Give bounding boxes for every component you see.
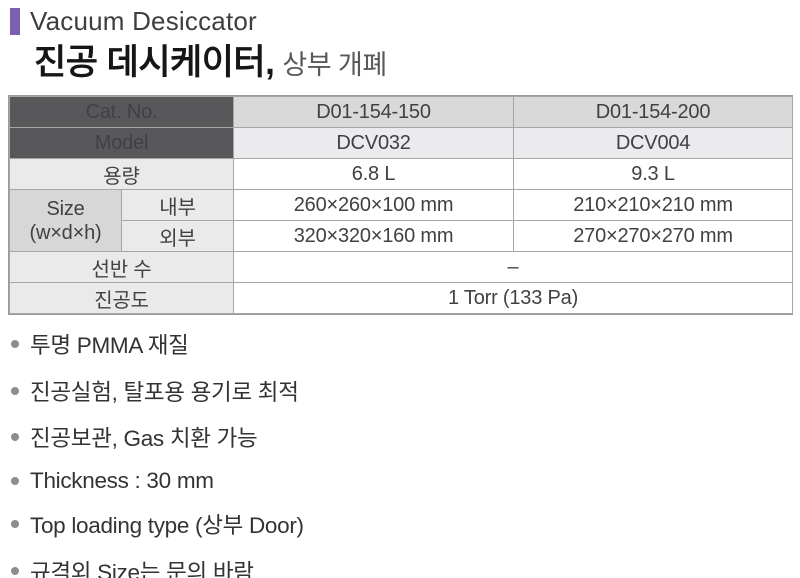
bullet-icon: [11, 340, 19, 348]
vacuum-degree-value: 1 Torr (133 Pa): [233, 282, 794, 314]
list-item: 진공실험, 탈포용 용기로 최적: [11, 375, 793, 407]
list-item: 진공보관, Gas 치환 가능: [11, 421, 793, 453]
table-row-size-outer: 외부 320×320×160 mm 270×270×270 mm: [10, 220, 794, 252]
feature-text: Top loading type (상부 Door): [30, 513, 304, 538]
capacity-value-2: 9.3 L: [513, 158, 794, 190]
feature-text: 투명 PMMA 재질: [30, 333, 189, 358]
size-outer-label-cell: 외부: [120, 220, 235, 252]
bullet-icon: [11, 520, 19, 528]
bullet-icon: [11, 386, 19, 395]
feature-list: 투명 PMMA 재질 진공실험, 탈포용 용기로 최적 진공보관, Gas 치환…: [8, 328, 793, 578]
feature-text: 규격외 Size는 문의 바람: [30, 559, 254, 578]
feature-text: 진공보관, Gas 치환 가능: [30, 426, 258, 451]
size-outer-value-1: 320×320×160 mm: [233, 220, 515, 252]
list-item: 투명 PMMA 재질: [11, 328, 793, 360]
table-row-vacuum-degree: 진공도 1 Torr (133 Pa): [8, 282, 794, 314]
accent-bar-icon: [10, 8, 20, 35]
page-title-en: Vacuum Desiccator: [30, 6, 257, 36]
size-inner-label-cell: 내부: [120, 189, 235, 221]
table-row-shelf-count: 선반 수 –: [8, 251, 794, 283]
bullet-icon: [11, 476, 19, 485]
list-item: Thickness : 30 mm: [11, 468, 793, 494]
header-korean: 진공 데시케이터, 상부 개폐: [34, 45, 793, 80]
bullet-icon: [11, 566, 19, 575]
size-label-line2: (w×d×h): [29, 221, 102, 244]
size-label-line1: Size: [46, 197, 85, 220]
feature-text: 진공실험, 탈포용 용기로 최적: [30, 379, 299, 405]
size-inner-value-1: 260×260×100 mm: [233, 189, 515, 221]
list-item: Top loading type (상부 Door): [11, 508, 793, 540]
shelf-count-value: –: [233, 251, 794, 283]
table-row-capacity: 용량 6.8 L 9.3 L: [8, 158, 794, 190]
model-value-2: DCV004: [513, 127, 794, 159]
shelf-count-label-cell: 선반 수: [8, 251, 235, 283]
bullet-icon: [11, 433, 19, 441]
table-row-cat-no: Cat. No. D01-154-150 D01-154-200: [8, 96, 794, 128]
model-value-1: DCV032: [233, 127, 515, 159]
page-subtitle-ko: 상부 개폐: [282, 50, 387, 80]
vacuum-degree-label-cell: 진공도: [8, 282, 235, 314]
size-inner-value-2: 210×210×210 mm: [513, 189, 794, 221]
list-item: 규격외 Size는 문의 바람: [11, 555, 793, 578]
size-outer-value-2: 270×270×270 mm: [513, 220, 794, 252]
model-label-cell: Model: [8, 127, 235, 159]
header: Vacuum Desiccator: [10, 6, 793, 37]
spec-table: Cat. No. D01-154-150 D01-154-200 Model D…: [8, 96, 794, 314]
capacity-value-1: 6.8 L: [233, 158, 515, 190]
table-row-size-inner: Size (w×d×h) 내부 260×260×100 mm 210×210×2…: [9, 189, 794, 252]
cat-no-label-cell: Cat. No.: [8, 96, 235, 128]
cat-no-value-1: D01-154-150: [233, 96, 515, 128]
capacity-label-cell: 용량: [8, 158, 235, 190]
spec-table-wrapper: Cat. No. D01-154-150 D01-154-200 Model D…: [8, 95, 794, 315]
table-row-model: Model DCV032 DCV004: [8, 127, 794, 159]
feature-text: Thickness : 30 mm: [30, 467, 214, 493]
cat-no-value-2: D01-154-200: [513, 96, 794, 128]
size-label-cell: Size (w×d×h): [9, 189, 122, 252]
page-title-ko: 진공 데시케이터,: [34, 43, 275, 82]
